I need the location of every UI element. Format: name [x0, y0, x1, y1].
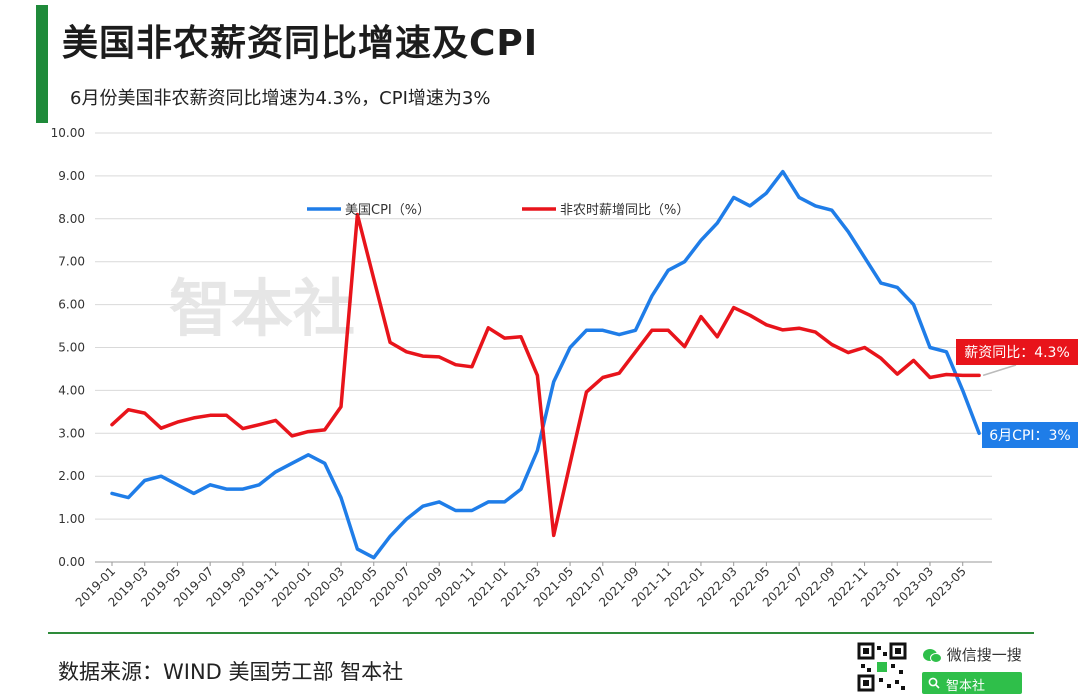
page-title: 美国非农薪资同比增速及CPI: [62, 23, 539, 64]
y-tick-label: 1.00: [58, 512, 85, 526]
wechat-search-label: 微信搜一搜: [922, 644, 1040, 666]
y-tick-label: 7.00: [58, 255, 85, 269]
y-tick-label: 2.00: [58, 469, 85, 483]
wechat-search-text: 微信搜一搜: [946, 646, 1022, 664]
search-icon: [928, 677, 940, 689]
watermark: 智本社: [169, 272, 355, 345]
search-box[interactable]: 智本社: [922, 672, 1022, 694]
callout-leader: [982, 364, 1017, 377]
footer-divider: [48, 632, 1034, 634]
qr-code-icon: [857, 642, 907, 692]
y-tick-label: 3.00: [58, 426, 85, 440]
callout-box: [982, 422, 1078, 448]
data-source: 数据来源：WIND 美国劳工部 智本社: [58, 660, 404, 684]
callout-label: 6月CPI：3%: [989, 428, 1070, 444]
y-tick-label: 6.00: [58, 298, 85, 312]
y-tick-label: 9.00: [58, 169, 85, 183]
y-tick-label: 10.00: [51, 126, 85, 140]
callout-label: 薪资同比：4.3%: [964, 345, 1070, 361]
search-box-label: 智本社: [946, 679, 986, 694]
y-tick-label: 0.00: [58, 555, 85, 569]
callout-box: [956, 339, 1078, 365]
legend-label: 美国CPI（%）: [345, 203, 430, 218]
cpi-series-line: [110, 169, 981, 560]
wechat-icon: [923, 648, 942, 663]
wage-series-line: [110, 212, 981, 538]
line-chart: 0.00 1.00 2.00 3.00 4.00 5.00 6.00 7.00 8.00 9.00…: [51, 126, 1078, 610]
page-subtitle: 6月份美国非农薪资同比增速为4.3%，CPI增速为3%: [70, 88, 491, 109]
y-tick-label: 5.00: [58, 341, 85, 355]
y-tick-label: 4.00: [58, 383, 85, 397]
title-accent-bar: [36, 5, 48, 123]
legend-label: 非农时薪增同比（%）: [560, 203, 689, 218]
y-tick-label: 8.00: [58, 212, 85, 226]
